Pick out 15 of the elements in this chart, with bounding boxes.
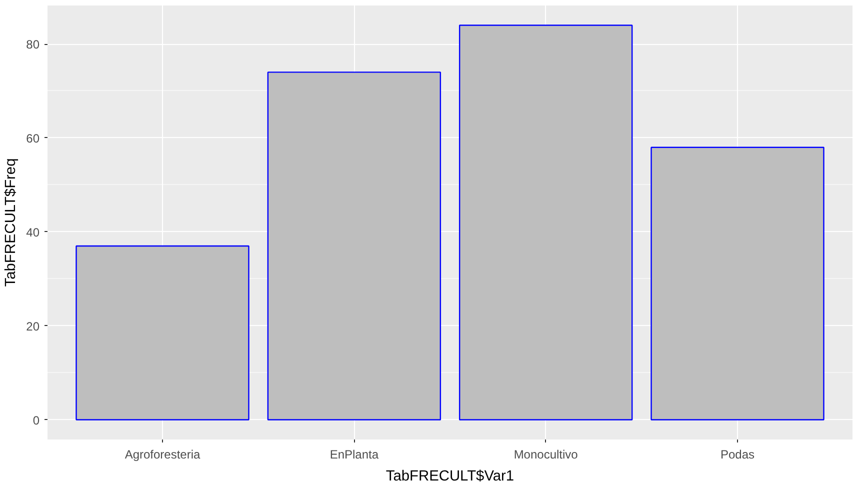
y-axis-title: TabFRECULT$Freq — [3, 158, 20, 287]
bar — [267, 72, 442, 420]
bar — [650, 146, 824, 420]
bar — [76, 245, 250, 420]
y-tick-label: 20 — [26, 319, 40, 334]
y-tick-label: 80 — [26, 38, 40, 52]
x-tick-label: Monocultivo — [514, 448, 578, 462]
x-tick-label: Agroforesteria — [124, 448, 201, 462]
bar — [458, 24, 633, 420]
y-tick-label: 40 — [26, 225, 40, 240]
y-tick-label: 0 — [32, 413, 40, 428]
x-tick-label: Podas — [720, 448, 755, 462]
y-tick-label: 60 — [26, 131, 40, 146]
x-tick-label: EnPlanta — [330, 448, 379, 462]
x-axis-title: TabFRECULT$Var1 — [386, 468, 514, 484]
